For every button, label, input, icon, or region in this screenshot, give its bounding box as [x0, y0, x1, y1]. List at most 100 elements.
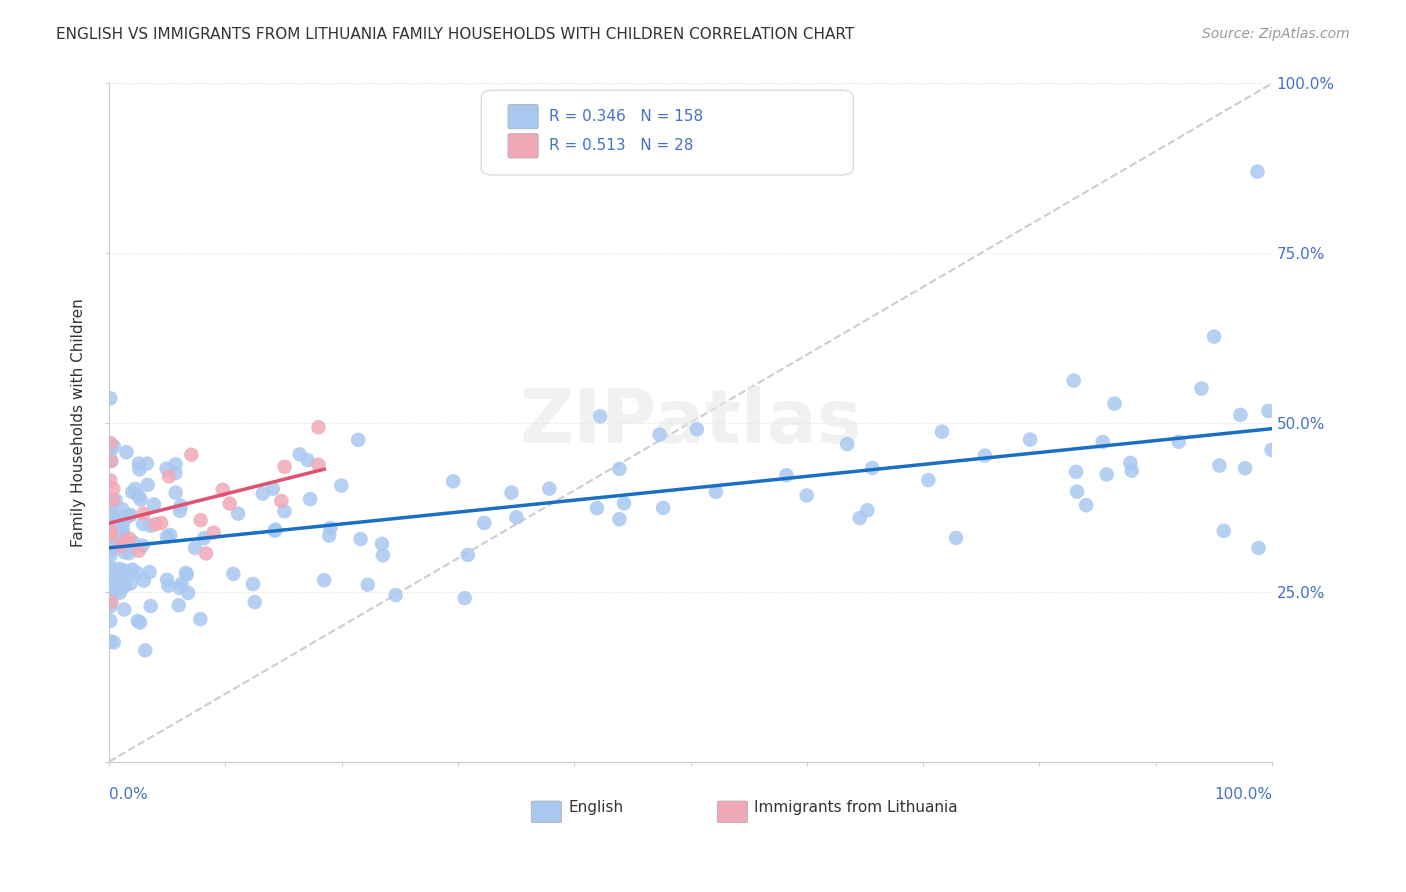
Point: [156, 530, 179, 544]
Point: [347, 433, 370, 447]
Point: [129, 492, 152, 507]
Point: [252, 486, 274, 500]
FancyBboxPatch shape: [717, 801, 748, 822]
Point: [1091, 435, 1114, 450]
Point: [105, 532, 128, 546]
Point: [1246, 164, 1268, 178]
Point: [165, 466, 187, 480]
Point: [138, 565, 160, 579]
Point: [98, 540, 121, 554]
Point: [98, 444, 121, 458]
Point: [270, 494, 292, 508]
Point: [330, 478, 353, 492]
Point: [128, 462, 150, 476]
Point: [169, 504, 191, 518]
Point: [98, 507, 121, 521]
Point: [609, 462, 631, 476]
Point: [1247, 541, 1270, 555]
Point: [222, 566, 245, 581]
Point: [139, 518, 162, 533]
Point: [1257, 404, 1279, 418]
Point: [100, 532, 122, 546]
Text: ENGLISH VS IMMIGRANTS FROM LITHUANIA FAMILY HOUSEHOLDS WITH CHILDREN CORRELATION: ENGLISH VS IMMIGRANTS FROM LITHUANIA FAM…: [56, 27, 855, 42]
Text: English: English: [568, 800, 624, 815]
Point: [100, 589, 122, 603]
Point: [193, 531, 215, 545]
Point: [98, 543, 121, 558]
Point: [110, 510, 132, 524]
Point: [1167, 434, 1189, 449]
Point: [132, 516, 155, 531]
Point: [121, 563, 143, 577]
Point: [112, 566, 135, 581]
Point: [129, 615, 152, 630]
Point: [860, 461, 883, 475]
Y-axis label: Family Households with Children: Family Households with Children: [72, 298, 86, 547]
Point: [143, 498, 166, 512]
Point: [100, 454, 122, 468]
Point: [226, 507, 249, 521]
Text: R = 0.346   N = 158: R = 0.346 N = 158: [548, 109, 703, 124]
Point: [190, 612, 212, 626]
Point: [1204, 329, 1226, 343]
Point: [98, 562, 121, 576]
Point: [118, 532, 141, 546]
Point: [98, 436, 121, 450]
Point: [98, 533, 121, 548]
Point: [652, 500, 675, 515]
Text: R = 0.513   N = 28: R = 0.513 N = 28: [548, 138, 693, 153]
Point: [686, 422, 709, 436]
Point: [114, 564, 136, 578]
Point: [127, 489, 149, 503]
Point: [856, 503, 879, 517]
Point: [101, 582, 124, 596]
Point: [357, 577, 380, 591]
Point: [1260, 442, 1282, 457]
Point: [114, 512, 136, 526]
Point: [136, 457, 159, 471]
Point: [155, 461, 177, 475]
Point: [1076, 498, 1098, 512]
Point: [98, 392, 121, 406]
Point: [101, 482, 124, 496]
Point: [1063, 374, 1085, 388]
Point: [472, 516, 495, 530]
Point: [100, 595, 122, 609]
Point: [501, 485, 523, 500]
Point: [1119, 456, 1142, 470]
Point: [111, 524, 134, 538]
FancyBboxPatch shape: [481, 90, 853, 175]
Point: [114, 534, 136, 549]
Point: [273, 504, 295, 518]
Point: [945, 531, 967, 545]
Point: [115, 445, 138, 459]
Point: [114, 579, 136, 593]
Point: [704, 484, 727, 499]
Point: [218, 497, 240, 511]
Point: [112, 602, 135, 616]
Point: [167, 599, 190, 613]
Point: [98, 573, 121, 587]
Point: [973, 449, 995, 463]
FancyBboxPatch shape: [508, 104, 538, 128]
Point: [98, 560, 121, 574]
Text: ZIPatlas: ZIPatlas: [519, 386, 862, 459]
Point: [202, 525, 225, 540]
Point: [170, 499, 193, 513]
Point: [132, 507, 155, 521]
Point: [1212, 524, 1234, 538]
Point: [170, 577, 193, 591]
Point: [108, 562, 131, 576]
Point: [122, 535, 145, 549]
Point: [262, 482, 284, 496]
Point: [174, 566, 197, 580]
Point: [103, 439, 125, 453]
Point: [107, 570, 129, 584]
Point: [159, 528, 181, 542]
Point: [111, 502, 134, 516]
Point: [103, 635, 125, 649]
Point: [1104, 396, 1126, 410]
Point: [157, 469, 180, 483]
Text: 100.0%: 100.0%: [1213, 787, 1272, 802]
Point: [107, 582, 129, 596]
